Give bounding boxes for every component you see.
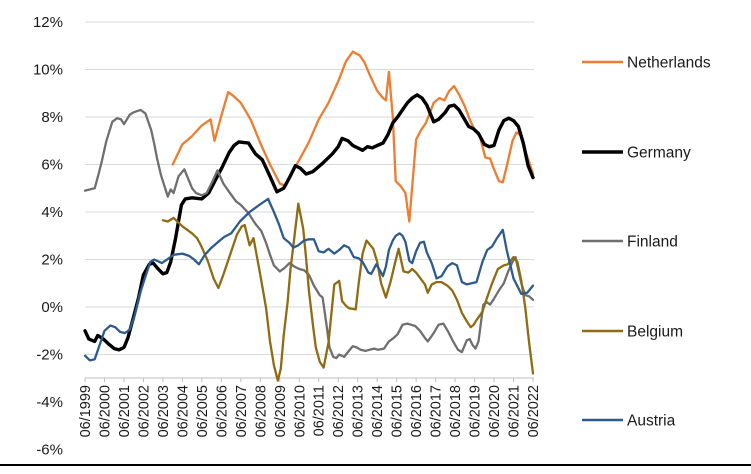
x-axis-label: 06/2000 (97, 385, 113, 437)
legend-label-austria: Austria (627, 413, 676, 430)
x-axis-label: 06/2008 (253, 385, 269, 437)
series-line-austria (83, 197, 535, 362)
x-axis-label: 06/2007 (234, 385, 250, 437)
y-axis-label: 10% (33, 62, 63, 79)
x-axis-label: 06/2001 (117, 385, 133, 437)
x-axis-label: 06/2005 (195, 385, 211, 437)
y-axis-label: -4% (36, 394, 63, 411)
x-axis-label: 06/2021 (507, 385, 523, 437)
x-axis-label: 06/2004 (175, 385, 191, 437)
y-axis-label: 8% (41, 109, 63, 126)
x-axis-label: 06/2006 (214, 385, 230, 437)
x-axis-label: 06/2009 (273, 385, 289, 437)
legend-label-germany: Germany (627, 145, 691, 162)
x-axis-label: 06/2011 (312, 385, 328, 436)
x-axis-label: 06/2018 (448, 385, 464, 437)
x-axis-label: 06/1999 (78, 385, 94, 437)
legend-label-belgium: Belgium (627, 324, 683, 341)
y-axis-label: -2% (36, 347, 63, 364)
legend-label-netherlands: Netherlands (627, 55, 711, 72)
x-axis-label: 06/2020 (487, 385, 503, 437)
x-axis-label: 06/2013 (351, 385, 367, 437)
x-axis-label: 06/2019 (468, 385, 484, 437)
x-axis-label: 06/2010 (292, 385, 308, 437)
y-axis-label: 12% (33, 14, 63, 31)
x-axis-label: 06/2016 (409, 385, 425, 437)
y-axis-label: 2% (41, 252, 63, 269)
y-axis-label: 6% (41, 157, 63, 174)
y-axis-label: 4% (41, 204, 63, 221)
x-axis-label: 06/2022 (526, 385, 542, 437)
x-axis-label: 06/2012 (331, 385, 347, 437)
y-axis-label: 0% (41, 299, 63, 316)
x-axis-label: 06/2002 (136, 385, 152, 437)
series-line-germany (83, 93, 535, 352)
legend-label-finland: Finland (627, 234, 678, 251)
series-line-netherlands (171, 50, 535, 223)
series-line-belgium (161, 202, 535, 382)
x-axis-label: 06/2003 (156, 385, 172, 437)
x-axis-label: 06/2015 (390, 385, 406, 437)
x-axis-label: 06/2017 (429, 385, 445, 437)
y-axis-label: -6% (36, 442, 63, 459)
x-axis-label: 06/2014 (370, 385, 386, 437)
bottom-border-line (0, 464, 751, 466)
